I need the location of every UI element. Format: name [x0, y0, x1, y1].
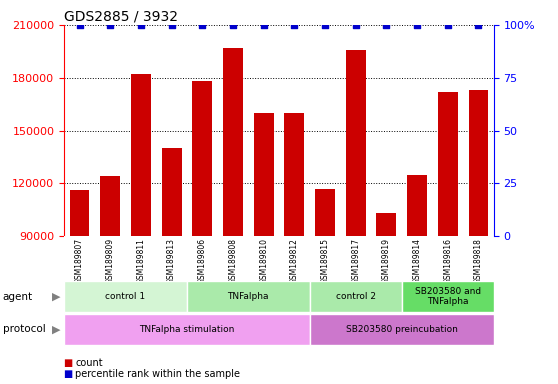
Text: ■: ■	[64, 358, 76, 368]
Text: agent: agent	[3, 291, 33, 302]
Text: GSM189806: GSM189806	[198, 238, 207, 285]
Bar	[64, 314, 310, 345]
Text: ■: ■	[64, 369, 76, 379]
Text: GSM189811: GSM189811	[136, 238, 146, 284]
Text: GSM189819: GSM189819	[382, 238, 391, 285]
Bar	[407, 175, 427, 236]
Point	[320, 22, 329, 28]
Bar	[438, 92, 458, 236]
Text: GDS2885 / 3932: GDS2885 / 3932	[64, 10, 178, 24]
Point	[229, 22, 238, 28]
Text: GSM189814: GSM189814	[412, 238, 422, 285]
Text: SB203580 and
TNFalpha: SB203580 and TNFalpha	[415, 287, 481, 306]
Point	[290, 22, 299, 28]
Text: ▶: ▶	[52, 324, 60, 334]
Bar	[64, 281, 187, 312]
Text: GSM189816: GSM189816	[443, 238, 453, 285]
Bar	[377, 213, 396, 236]
Text: protocol: protocol	[3, 324, 46, 334]
Point	[75, 22, 84, 28]
Text: TNFalpha: TNFalpha	[228, 292, 269, 301]
Bar	[254, 113, 273, 236]
Bar	[162, 148, 181, 236]
Point	[198, 22, 206, 28]
Bar	[100, 176, 120, 236]
Text: GSM189808: GSM189808	[228, 238, 238, 285]
Bar	[402, 281, 494, 312]
Bar	[285, 113, 304, 236]
Point	[382, 22, 391, 28]
Bar	[223, 48, 243, 236]
Text: TNFalpha stimulation: TNFalpha stimulation	[140, 325, 234, 334]
Text: count: count	[75, 358, 103, 368]
Text: GSM189807: GSM189807	[75, 238, 84, 285]
Point	[351, 22, 360, 28]
Point	[167, 22, 176, 28]
Point	[105, 22, 115, 28]
Text: GSM189817: GSM189817	[351, 238, 360, 285]
Text: GSM189815: GSM189815	[320, 238, 330, 285]
Text: GSM189813: GSM189813	[167, 238, 176, 285]
Text: control 2: control 2	[336, 292, 376, 301]
Bar	[310, 281, 402, 312]
Point	[259, 22, 268, 28]
Bar	[131, 74, 151, 236]
Point	[412, 22, 421, 28]
Text: GSM189810: GSM189810	[259, 238, 268, 285]
Bar	[310, 314, 494, 345]
Point	[474, 22, 483, 28]
Text: ▶: ▶	[52, 291, 60, 302]
Bar	[315, 189, 335, 236]
Bar	[469, 90, 488, 236]
Point	[443, 22, 452, 28]
Bar	[70, 190, 89, 236]
Bar	[193, 81, 212, 236]
Text: control 1: control 1	[105, 292, 146, 301]
Bar	[346, 50, 365, 236]
Text: GSM189809: GSM189809	[105, 238, 115, 285]
Text: SB203580 preincubation: SB203580 preincubation	[346, 325, 458, 334]
Text: GSM189812: GSM189812	[290, 238, 299, 284]
Point	[136, 22, 145, 28]
Text: percentile rank within the sample: percentile rank within the sample	[75, 369, 240, 379]
Bar	[187, 281, 310, 312]
Text: GSM189818: GSM189818	[474, 238, 483, 284]
